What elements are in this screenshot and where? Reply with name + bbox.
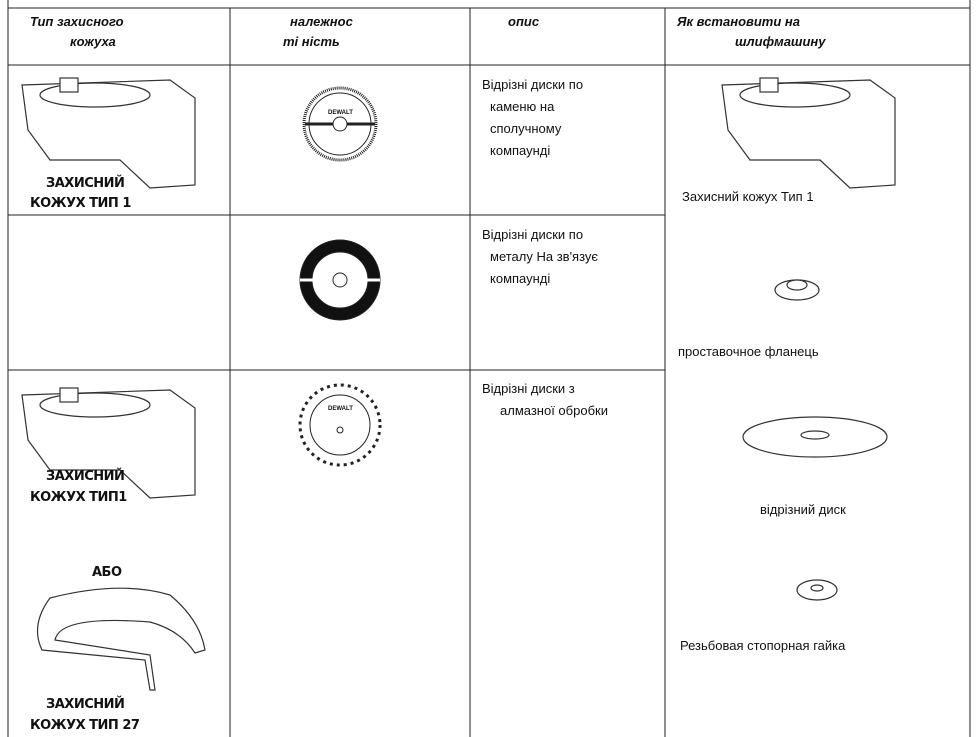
header: кожуха bbox=[70, 34, 116, 49]
disc-brand: DEWALT bbox=[328, 265, 353, 271]
guard-label: КОЖУХ ТИП1 bbox=[30, 490, 127, 505]
guard-label: ЗАХИСНИЙ bbox=[46, 469, 125, 484]
description: каменю на bbox=[490, 99, 555, 114]
install-label: проставочное фланець bbox=[678, 344, 819, 359]
install-label: відрізний диск bbox=[760, 502, 846, 517]
header: Тип захисного bbox=[30, 14, 124, 29]
guard-label: АБО bbox=[92, 565, 122, 580]
disc-brand: DEWALT bbox=[328, 406, 353, 412]
header: шлифмашину bbox=[735, 34, 826, 49]
description: Відрізні диски з bbox=[482, 381, 575, 396]
guard-label: ЗАХИСНИЙ bbox=[46, 176, 125, 191]
install-label: Захисний кожух Тип 1 bbox=[682, 189, 814, 204]
guard-label: ЗАХИСНИЙ bbox=[46, 697, 125, 712]
install-label: Резьбовая стопорная гайка bbox=[680, 638, 846, 653]
description: Відрізні диски по bbox=[482, 77, 584, 92]
header: ті ність bbox=[283, 34, 340, 49]
guard-label: КОЖУХ ТИП 27 bbox=[30, 718, 140, 733]
description: Відрізні диски по bbox=[482, 227, 584, 242]
description: металу На зв'язує bbox=[490, 249, 599, 264]
header: опис bbox=[508, 14, 540, 29]
description: сполучному bbox=[490, 121, 562, 136]
description: компаунді bbox=[490, 271, 551, 286]
disc-illustrations bbox=[298, 86, 382, 467]
header: належнос bbox=[290, 14, 353, 29]
guard-illustrations bbox=[21, 77, 896, 691]
header: Як встановити на bbox=[677, 14, 801, 29]
description: алмазної обробки bbox=[500, 403, 608, 418]
guard-label: КОЖУХ ТИП 1 bbox=[30, 196, 131, 211]
description: компаунді bbox=[490, 143, 551, 158]
disc-brand: DEWALT bbox=[328, 110, 353, 116]
